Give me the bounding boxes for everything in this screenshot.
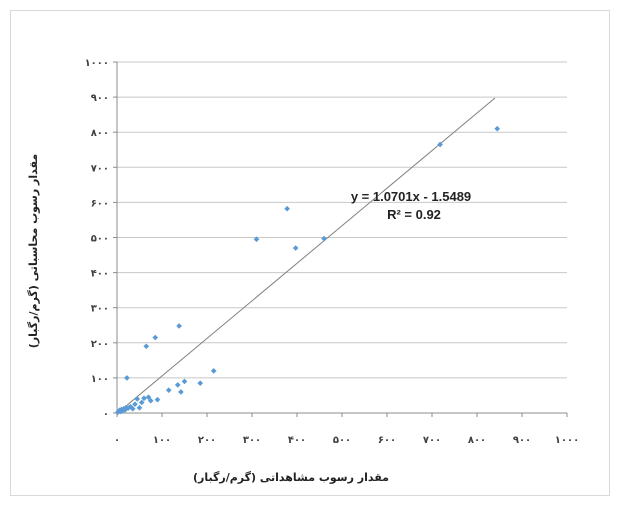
x-tick-label: ۶۰۰ xyxy=(378,435,396,446)
data-point xyxy=(437,141,443,148)
data-point xyxy=(136,404,143,411)
x-tick-label: ۷۰۰ xyxy=(423,435,441,446)
data-point xyxy=(129,405,136,412)
x-tick-label: ۴۰۰ xyxy=(288,435,306,446)
data-point xyxy=(145,394,152,401)
data-point xyxy=(181,378,188,385)
x-tick-labels: ۰ ۱۰۰ ۲۰۰ ۳۰۰ ۴۰۰ ۵۰۰ ۶۰۰ ۷۰۰ ۸۰۰ ۹۰۰ ۱۰۰۰ xyxy=(114,435,579,446)
data-point xyxy=(253,236,260,243)
data-point xyxy=(134,396,141,402)
y-tick-label: ۵۰۰ xyxy=(91,234,109,245)
y-tick-label: ۴۰۰ xyxy=(91,269,109,280)
data-point xyxy=(197,380,204,386)
data-point xyxy=(321,235,327,242)
data-point xyxy=(138,399,145,406)
data-point xyxy=(210,368,217,374)
data-point xyxy=(292,245,299,251)
x-tick-label: ۹۰۰ xyxy=(513,435,531,446)
trendline-equation: y = 1.0701x - 1.5489 xyxy=(351,189,471,204)
x-tick-label: ۱۰۰ xyxy=(153,435,171,446)
data-points xyxy=(115,125,501,416)
data-point xyxy=(132,401,138,408)
y-tick-label: ۶۰۰ xyxy=(91,198,109,209)
data-point xyxy=(152,334,159,341)
axes xyxy=(113,61,568,417)
x-tick-label: ۳۰۰ xyxy=(243,435,261,446)
gridlines xyxy=(117,61,567,379)
x-tick-label: ۵۰۰ xyxy=(333,435,351,446)
data-point xyxy=(284,205,290,212)
data-point xyxy=(143,343,150,350)
data-point xyxy=(174,382,181,388)
data-point xyxy=(141,395,147,402)
x-tick-label: ۲۰۰ xyxy=(198,435,216,446)
data-point xyxy=(154,396,161,403)
r-squared-label: R² = 0.92 xyxy=(387,207,441,222)
y-tick-label: ۰ xyxy=(103,409,109,420)
y-tick-label: ۳۰۰ xyxy=(91,304,109,315)
y-tick-label: ۸۰۰ xyxy=(91,128,109,139)
data-point xyxy=(147,397,154,404)
x-tick-label: ۱۰۰۰ xyxy=(555,435,579,446)
trendline xyxy=(116,97,496,414)
y-tick-label: ۱۰۰۰ xyxy=(85,58,109,69)
y-tick-label: ۱۰۰ xyxy=(91,374,109,385)
data-point xyxy=(165,387,172,394)
x-axis-title: مقدار رسوب مشاهداتی (گرم/رگبار) xyxy=(193,471,389,484)
x-tick-label: ۰ xyxy=(114,435,120,446)
data-point xyxy=(178,389,184,395)
y-tick-label: ۹۰۰ xyxy=(91,93,109,104)
y-tick-label: ۷۰۰ xyxy=(91,163,109,174)
data-point xyxy=(494,125,501,132)
data-point xyxy=(124,375,130,381)
y-tick-label: ۲۰۰ xyxy=(91,339,109,350)
chart-frame: ۰ ۱۰۰ ۲۰۰ ۳۰۰ ۴۰۰ ۵۰۰ ۶۰۰ ۷۰۰ ۸۰۰ ۹۰۰ ۱۰۰۰ ۰ ۱۰۰ ۲۰۰… xyxy=(10,10,610,496)
x-tick-label: ۸۰۰ xyxy=(468,435,486,446)
scatter-chart: ۰ ۱۰۰ ۲۰۰ ۳۰۰ ۴۰۰ ۵۰۰ ۶۰۰ ۷۰۰ ۸۰۰ ۹۰۰ ۱۰۰۰ ۰ ۱۰۰ ۲۰۰… xyxy=(27,58,579,484)
y-tick-labels: ۰ ۱۰۰ ۲۰۰ ۳۰۰ ۴۰۰ ۵۰۰ ۶۰۰ ۷۰۰ ۸۰۰ ۹۰۰ ۱۰۰۰ xyxy=(85,58,109,420)
data-point xyxy=(176,323,182,329)
y-axis-title: مقدار رسوب محاسباتی (گرم/رگبار) xyxy=(27,154,40,348)
